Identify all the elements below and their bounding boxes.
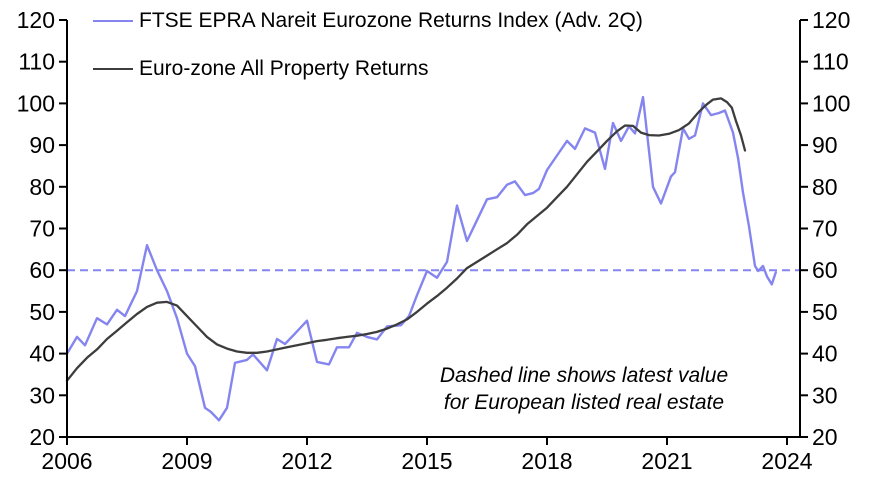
y-tick-label-left: 100 (17, 90, 55, 116)
x-tick-label: 2018 (521, 448, 572, 474)
x-tick-label: 2009 (161, 448, 212, 474)
y-tick-label-left: 120 (17, 7, 55, 33)
y-tick-label-right: 80 (812, 174, 838, 200)
x-tick-label: 2024 (761, 448, 812, 474)
series-line-all-property (65, 97, 747, 382)
legend: FTSE EPRA Nareit Eurozone Returns Index … (93, 8, 643, 104)
y-tick-label-right: 60 (812, 257, 838, 283)
y-tick-label-left: 30 (29, 382, 55, 408)
legend-label-property: Euro-zone All Property Returns (139, 57, 429, 80)
y-tick-label-right: 120 (812, 7, 850, 33)
y-tick-label-left: 60 (29, 257, 55, 283)
x-tick-label: 2006 (41, 448, 92, 474)
y-tick-label-right: 40 (812, 341, 838, 367)
y-tick-label-right: 30 (812, 382, 838, 408)
legend-item-ftse: FTSE EPRA Nareit Eurozone Returns Index … (93, 8, 643, 34)
y-tick-label-left: 110 (18, 49, 55, 75)
y-tick-label-right: 50 (812, 299, 838, 325)
x-tick-label: 2015 (401, 448, 452, 474)
annotation-line-2: for European listed real estate (443, 391, 725, 414)
y-tick-label-right: 110 (812, 49, 849, 75)
x-tick-label: 2012 (281, 448, 332, 474)
annotation-line-1: Dashed line shows latest value (439, 364, 729, 387)
y-tick-label-left: 70 (29, 216, 55, 242)
legend-line-swatch-property (93, 68, 133, 70)
y-tick-label-right: 100 (812, 90, 850, 116)
series-line-ftse-epra (65, 95, 777, 422)
y-tick-label-right: 90 (812, 132, 838, 158)
y-tick-label-left: 20 (29, 424, 55, 450)
y-tick-label-left: 90 (29, 132, 55, 158)
y-tick-label-left: 40 (29, 341, 55, 367)
legend-item-property: Euro-zone All Property Returns (93, 56, 643, 82)
y-tick-label-left: 80 (29, 174, 55, 200)
legend-line-swatch-ftse (93, 20, 133, 22)
y-tick-label-right: 20 (812, 424, 838, 450)
legend-label-ftse: FTSE EPRA Nareit Eurozone Returns Index … (139, 9, 643, 32)
y-tick-label-left: 50 (29, 299, 55, 325)
y-tick-label-right: 70 (812, 216, 838, 242)
x-tick-label: 2021 (641, 448, 692, 474)
annotation-dashed-line-note: Dashed line shows latest value for Europ… (404, 362, 764, 416)
